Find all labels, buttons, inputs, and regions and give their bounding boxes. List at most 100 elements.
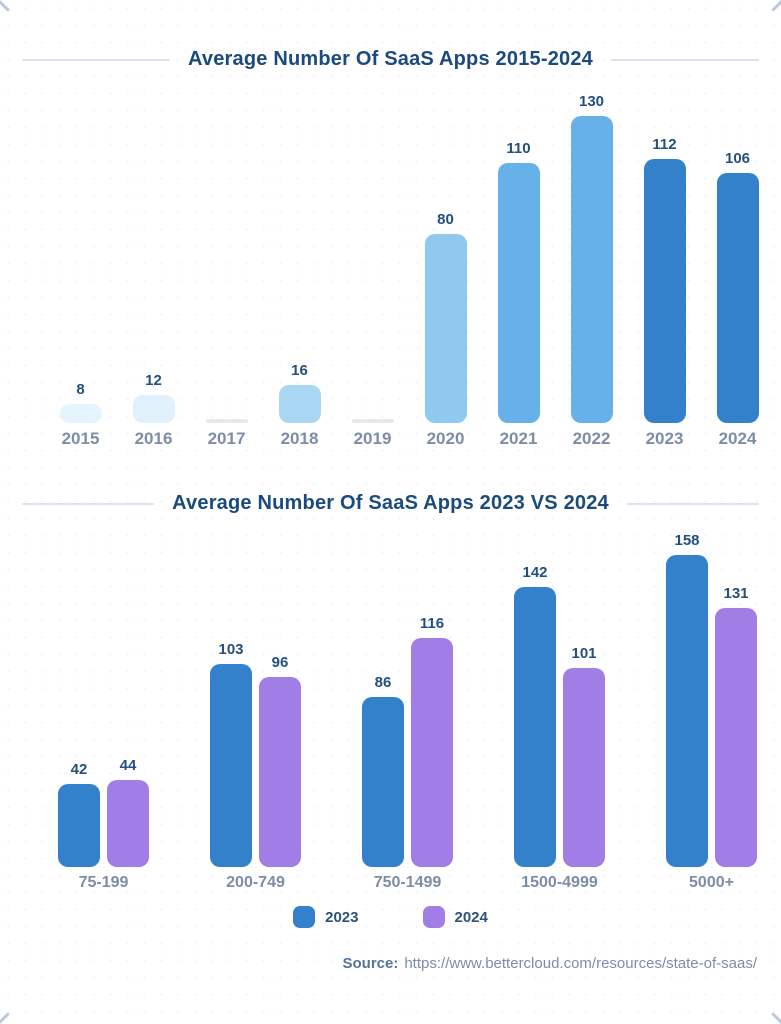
x-axis-label-2015: 2015 <box>61 429 100 448</box>
bar-column-2024: 44 <box>107 529 149 867</box>
bar <box>666 555 708 867</box>
bar <box>643 159 686 423</box>
bar <box>259 677 301 867</box>
chart1-bars: 8 12 16 80 110 130 112 106 <box>44 83 774 423</box>
corner-mark <box>0 0 10 12</box>
bar-column-2024: 96 <box>259 529 301 867</box>
bar-value-label: 106 <box>724 150 751 167</box>
bar-value-label: 142 <box>522 564 548 581</box>
legend-item-2023: 2023 <box>293 906 359 928</box>
legend-label: 2023 <box>325 908 359 926</box>
x-axis-label-2023: 2023 <box>645 429 684 448</box>
bar <box>107 780 149 867</box>
bar <box>716 173 759 423</box>
bar-column-2017 <box>190 83 263 423</box>
bar <box>132 395 175 423</box>
bar <box>497 163 540 423</box>
x-axis-label-2017: 2017 <box>207 429 246 448</box>
legend-item-2024: 2024 <box>422 906 488 928</box>
chart2-bars: 42 44 103 96 86 116 142 101 158 131 <box>58 529 757 867</box>
bar-value-label: 44 <box>119 757 137 774</box>
bar <box>411 638 453 867</box>
bar <box>514 587 556 867</box>
bar-column-2022: 130 <box>555 83 628 423</box>
divider-line <box>22 502 155 505</box>
bar-column-2020: 80 <box>409 83 482 423</box>
bar-value-label: 16 <box>291 362 308 379</box>
bar-value-label: 112 <box>652 136 677 153</box>
bar-value-label: 86 <box>374 674 392 691</box>
x-axis-label-2019: 2019 <box>353 429 392 448</box>
bar-column-2021: 110 <box>482 83 555 423</box>
x-axis-label-2022: 2022 <box>572 429 611 448</box>
bar-value-label: 130 <box>578 93 605 110</box>
bar-value-label: 103 <box>218 641 244 658</box>
bar-group-5000+: 158 131 <box>666 529 757 867</box>
x-axis-label-2024: 2024 <box>718 429 757 448</box>
bar-group-1500-4999: 142 101 <box>514 529 605 867</box>
legend-swatch-icon <box>422 906 445 928</box>
x-axis-label-1500-4999: 1500-4999 <box>521 874 598 891</box>
source-url: https://www.bettercloud.com/resources/st… <box>404 955 757 972</box>
bar <box>278 385 321 423</box>
chart2-legend: 2023 2024 <box>0 906 781 928</box>
chart2-title: Average Number Of SaaS Apps 2023 VS 2024 <box>172 492 609 514</box>
bar <box>563 668 605 867</box>
corner-mark <box>771 1012 781 1024</box>
bar-column-2019 <box>336 83 409 423</box>
bar-value-label: 8 <box>76 381 85 398</box>
bar <box>715 608 757 867</box>
source-line: Source: https://www.bettercloud.com/resou… <box>342 955 757 972</box>
chart1-x-axis: 2015 2016 2017 2018 2019 2020 2021 2022 2023 2024 <box>44 429 774 449</box>
x-axis-label-5000+: 5000+ <box>689 874 734 891</box>
bar <box>424 234 467 423</box>
bar-value-label: 158 <box>674 532 700 549</box>
bar-column-2024: 116 <box>411 529 453 867</box>
bar <box>205 419 248 423</box>
bar-column-2023: 112 <box>628 83 701 423</box>
bar-column-2023: 103 <box>210 529 252 867</box>
bar-value-label: 96 <box>271 654 289 671</box>
bar-group-200-749: 103 96 <box>210 529 301 867</box>
bar-column-2024: 101 <box>563 529 605 867</box>
x-axis-label-2020: 2020 <box>426 429 465 448</box>
legend-swatch-icon <box>293 906 316 928</box>
bar-column-2024: 131 <box>715 529 757 867</box>
divider-line <box>611 58 759 61</box>
divider-line <box>626 502 760 505</box>
bar-value-label: 131 <box>723 585 749 602</box>
bar-value-label: 42 <box>70 761 88 778</box>
bar <box>362 697 404 867</box>
bar-value-label: 110 <box>506 140 531 157</box>
bar <box>58 784 100 867</box>
bar-column-2015: 8 <box>44 83 117 423</box>
bar-group-750-1499: 86 116 <box>362 529 453 867</box>
bar <box>351 419 394 423</box>
corner-mark <box>771 0 781 12</box>
bar-column-2023: 158 <box>666 529 708 867</box>
x-axis-label-2018: 2018 <box>280 429 319 448</box>
bar <box>59 404 102 423</box>
bar-column-2023: 86 <box>362 529 404 867</box>
bar-value-label: 116 <box>419 615 445 632</box>
bar-group-75-199: 42 44 <box>58 529 149 867</box>
corner-mark <box>0 1012 10 1024</box>
legend-label: 2024 <box>454 908 488 926</box>
x-axis-label-200-749: 200-749 <box>226 874 285 891</box>
bar-column-2016: 12 <box>117 83 190 423</box>
chart1-title: Average Number Of SaaS Apps 2015-2024 <box>188 48 593 70</box>
bar-value-label: 12 <box>145 372 162 389</box>
chart2-title-row: Average Number Of SaaS Apps 2023 VS 2024 <box>22 492 760 515</box>
x-axis-label-2021: 2021 <box>499 429 538 448</box>
divider-line <box>22 58 170 61</box>
bar <box>570 116 613 423</box>
x-axis-label-2016: 2016 <box>134 429 173 448</box>
bar-column-2023: 142 <box>514 529 556 867</box>
chart2-x-axis: 75-199 200-749 750-1499 1500-4999 5000+ <box>58 874 757 892</box>
x-axis-label-750-1499: 750-1499 <box>373 874 442 891</box>
bar-value-label: 80 <box>437 211 454 228</box>
chart1-title-row: Average Number Of SaaS Apps 2015-2024 <box>22 48 759 71</box>
bar-value-label: 101 <box>571 645 597 662</box>
bar-column-2024: 106 <box>701 83 774 423</box>
